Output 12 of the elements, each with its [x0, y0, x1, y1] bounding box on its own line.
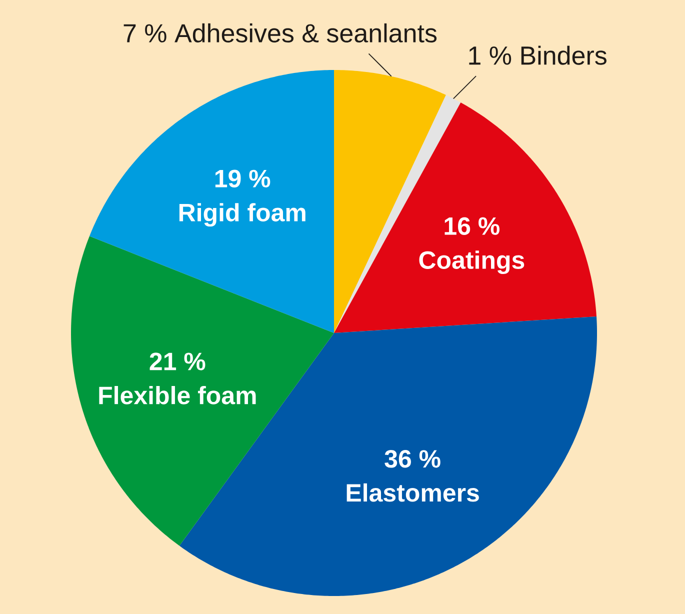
data-label: 21 % [150, 352, 206, 370]
slice-label: Rigid foam [179, 203, 306, 227]
slice-label: Binders [521, 46, 606, 65]
slice-label: Coatings [419, 250, 524, 274]
data-label: 16 % [444, 217, 500, 235]
data-label: 36 % [384, 450, 440, 468]
data-label: 1 % [469, 46, 512, 65]
slice-label: Adhesives & seanlants [174, 23, 437, 42]
data-label: 19 % [215, 170, 270, 188]
slice-label: Elastomers [346, 483, 479, 502]
data-label: 7 % [124, 24, 166, 42]
slice-label: Flexible foam [99, 386, 256, 404]
